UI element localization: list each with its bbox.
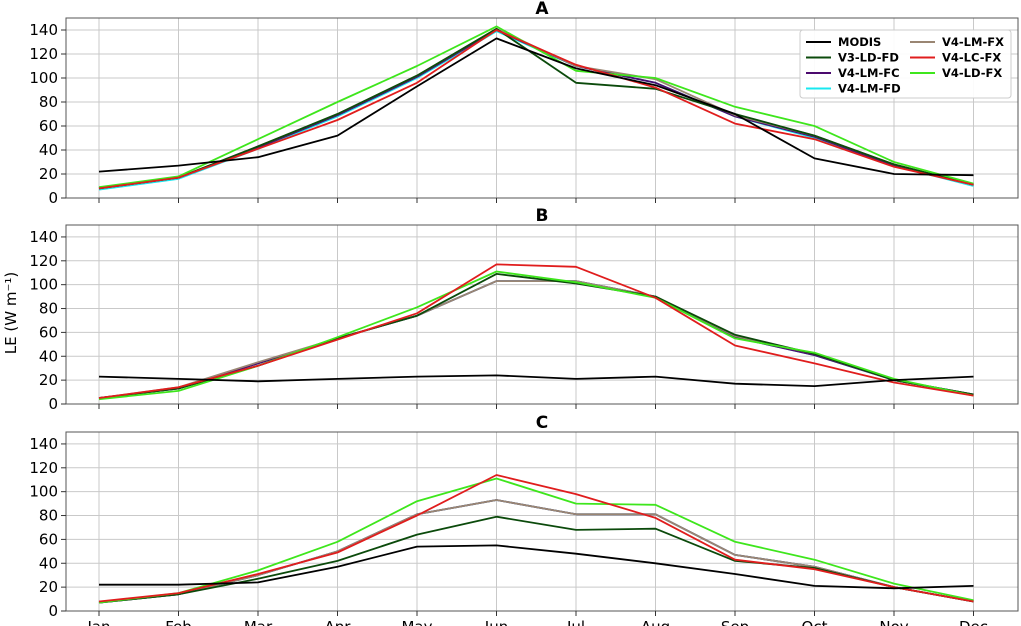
y-axis-label: LE (W m⁻¹) — [2, 272, 20, 354]
series-line-v4-lc-fx — [98, 29, 974, 190]
y-tick-label: 0 — [48, 189, 58, 207]
y-tick-label: 80 — [39, 507, 58, 525]
y-tick-label: 20 — [39, 165, 58, 183]
y-tick-label: 60 — [39, 530, 58, 548]
x-tick-label: Jun — [484, 618, 508, 626]
x-tick-label: Apr — [325, 618, 352, 626]
legend-label: MODIS — [838, 35, 881, 49]
series-line-v4-ld-fx — [98, 477, 974, 604]
legend-label: V3-LD-FD — [838, 51, 899, 65]
y-tick-label: 40 — [39, 347, 58, 365]
series-line-v4-ld-fx — [98, 25, 974, 189]
y-tick-label: 60 — [39, 117, 58, 135]
y-tick-label: 40 — [39, 141, 58, 159]
panel-b: 0 20 40 60 80 100 120 140 B — [29, 206, 1019, 413]
x-tick-label: Sep — [721, 618, 749, 626]
panel-title: C — [536, 413, 548, 433]
series-line-v4-lc-fx — [98, 474, 974, 603]
x-tick-label: Aug — [641, 618, 670, 626]
x-tick-label: Jan — [86, 618, 110, 626]
panel-c: 0 20 40 60 80 100 120 140 Jan Feb Mar Apr May Jun Jul A… — [29, 413, 1019, 626]
y-tick-label: 100 — [29, 483, 58, 501]
grid — [66, 18, 1018, 199]
y-tick-label: 120 — [29, 252, 58, 270]
y-tick-label: 120 — [29, 459, 58, 477]
series-line-modis — [98, 37, 974, 177]
x-tick-label: Nov — [879, 618, 908, 626]
legend-box — [799, 29, 1012, 99]
legend-label: V4-LC-FX — [942, 51, 1001, 65]
x-tick-label: Dec — [959, 618, 988, 626]
y-tick-label: 140 — [29, 228, 58, 246]
series-line-v3-ld-fd — [98, 27, 974, 190]
y-tick-label: 40 — [39, 554, 58, 572]
y-tick-label: 80 — [39, 93, 58, 111]
y-tick-label: 0 — [48, 395, 58, 413]
grid — [66, 432, 1018, 612]
y-tick-label: 120 — [29, 45, 58, 63]
y-tick-label: 140 — [29, 21, 58, 39]
y-tick-label: 80 — [39, 300, 58, 318]
x-tick-label: Oct — [802, 618, 828, 626]
y-tick-label: 20 — [39, 371, 58, 389]
x-tick-label: Mar — [244, 618, 273, 626]
series-line-modis — [99, 544, 974, 590]
series-line-v4-lc-fx — [98, 263, 974, 399]
series-line-v4-lm-fx — [98, 499, 974, 604]
x-tick-label: Jul — [566, 618, 585, 626]
panel-title: A — [535, 0, 549, 19]
plot-frame — [65, 224, 1019, 405]
x-tick-label: May — [401, 618, 432, 626]
plot-frame — [65, 17, 1019, 199]
series-line-v3-ld-fd — [98, 515, 974, 604]
y-tick-label: 0 — [48, 602, 58, 620]
legend-label: V4-LM-FC — [838, 66, 900, 80]
series-line-v3-ld-fd — [98, 272, 974, 399]
y-tick-label: 100 — [29, 276, 58, 294]
panel-a: 0 20 40 60 80 100 120 140 A MODIS V3-LD-FDV4-LM-FC… — [29, 0, 1019, 207]
panel-title: B — [536, 206, 549, 226]
legend-label: V4-LD-FX — [942, 66, 1002, 80]
y-tick-label: 140 — [29, 435, 58, 453]
plot-frame — [65, 431, 1019, 612]
legend-label: V4-LM-FD — [838, 82, 901, 96]
series-line-modis — [98, 374, 974, 388]
y-tick-label: 100 — [29, 69, 58, 87]
x-tick-label: Feb — [165, 618, 192, 626]
y-tick-label: 60 — [39, 323, 58, 341]
legend-label: V4-LM-FX — [942, 35, 1004, 49]
y-tick-label: 20 — [39, 578, 58, 596]
